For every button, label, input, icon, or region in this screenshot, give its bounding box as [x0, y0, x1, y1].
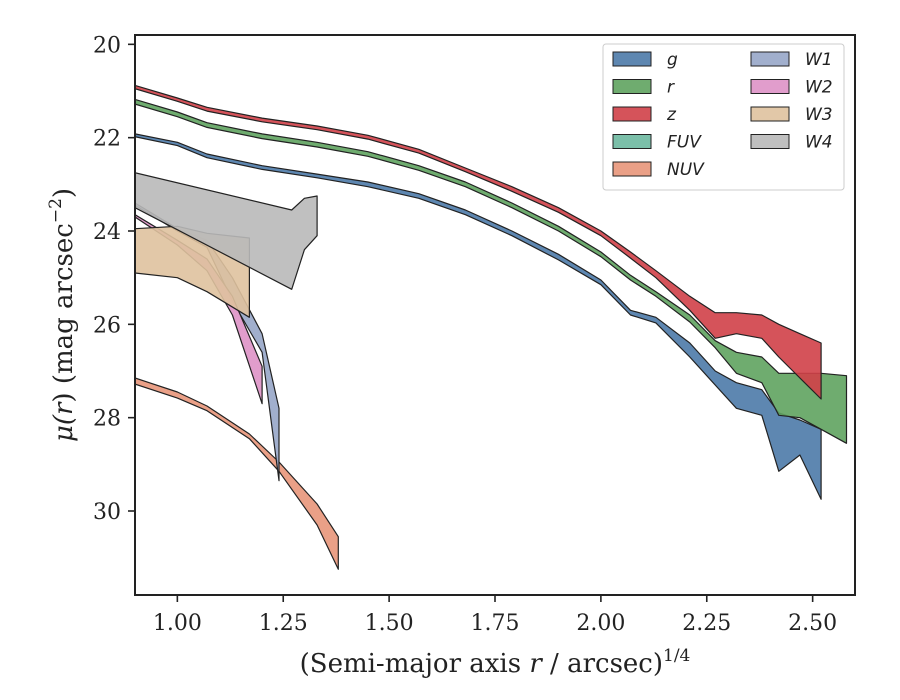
legend-swatch	[612, 106, 652, 122]
y-tick-label: 30	[93, 500, 121, 525]
y-tick-label: 22	[93, 127, 121, 152]
legend-label: FUV	[667, 133, 702, 153]
band-r	[135, 98, 848, 444]
x-tick-label: 2.25	[682, 611, 731, 636]
legend-swatch	[612, 79, 652, 94]
y-tick-label: 20	[93, 33, 121, 58]
legend-item-w1: W1	[750, 50, 833, 70]
legend-swatch	[750, 134, 790, 149]
legend-swatch	[612, 51, 652, 67]
legend-swatch	[612, 134, 652, 149]
x-tick-label: 1.00	[153, 611, 202, 636]
legend-label: r	[667, 78, 675, 98]
legend-item-w3: W3	[750, 105, 833, 125]
legend-item-g: g	[612, 50, 678, 70]
band-g	[135, 133, 822, 500]
y-axis-label: μ(r) (mag arcsec−2)	[46, 188, 79, 442]
legend-items: grz FUV NUV W1 W2 W3 W4	[612, 50, 833, 180]
axis-ticks: 1.00 1.25 1.50 1.75 2.00 2.25 2.50 20 22 24 26 28 30	[93, 33, 837, 636]
x-axis-label: (Semi-major axis r / arcsec)1/4	[300, 646, 691, 679]
legend-label: W1	[805, 50, 833, 70]
x-tick-label: 1.75	[471, 611, 520, 636]
legend-swatch	[612, 161, 652, 177]
legend-label: NUV	[667, 160, 705, 180]
x-tick-label: 1.25	[259, 611, 308, 636]
legend-label: z	[666, 105, 677, 125]
band-z	[135, 84, 822, 400]
legend-item-z: z	[612, 105, 677, 125]
legend-item-w2: W2	[750, 78, 833, 98]
legend-item-r: r	[612, 78, 675, 98]
y-tick-label: 26	[93, 313, 121, 338]
legend: grz FUV NUV W1 W2 W3 W4	[602, 43, 845, 191]
legend-item-w4: W4	[750, 133, 833, 153]
legend-swatch	[750, 106, 790, 122]
legend-label: W2	[805, 78, 833, 98]
band-w4	[135, 172, 318, 290]
legend-swatch	[750, 79, 790, 94]
legend-swatch	[750, 51, 790, 67]
y-tick-label: 28	[93, 407, 121, 432]
legend-label: W3	[805, 105, 833, 125]
legend-label: g	[667, 50, 678, 70]
x-tick-label: 2.50	[788, 611, 837, 636]
x-tick-label: 1.50	[365, 611, 414, 636]
legend-item-nuv: NUV	[612, 160, 705, 180]
legend-label: W4	[805, 133, 833, 153]
legend-item-fuv: FUV	[612, 133, 702, 153]
y-tick-label: 24	[93, 220, 121, 245]
x-tick-label: 2.00	[576, 611, 625, 636]
bands-layer	[135, 84, 848, 570]
band-nuv	[135, 377, 339, 570]
